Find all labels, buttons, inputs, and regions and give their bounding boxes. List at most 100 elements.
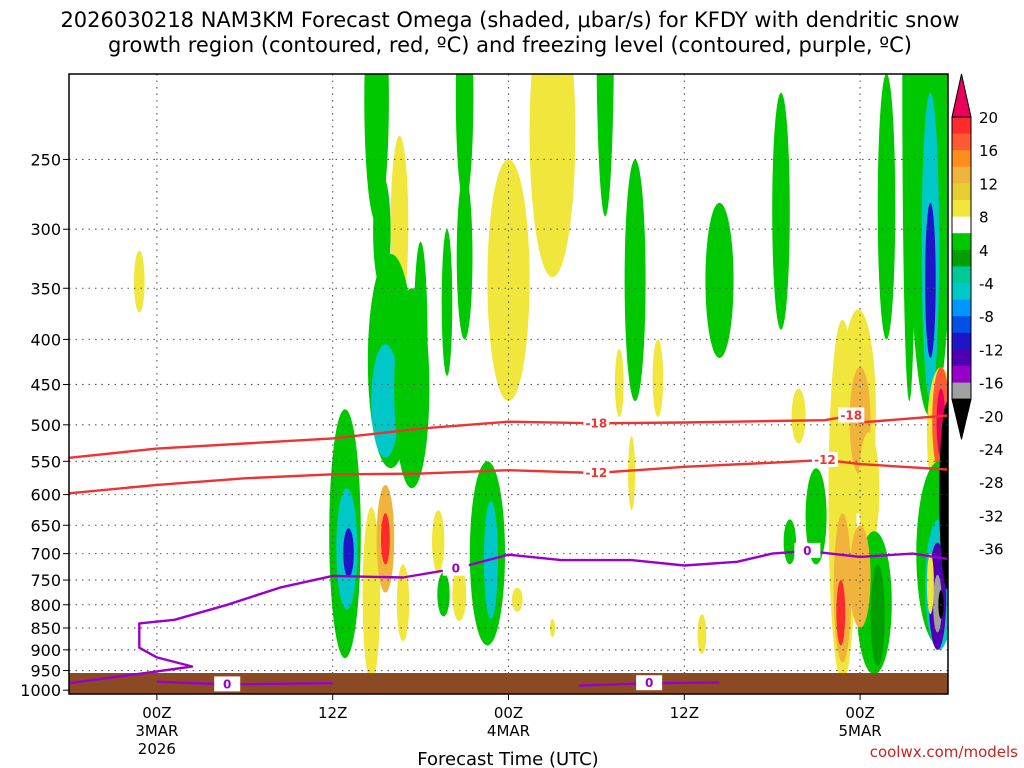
x-tick-label-0-0: 00Z bbox=[142, 704, 171, 722]
colorbar-segment-6 bbox=[952, 200, 971, 218]
contour-layer: -18 -18 -12 -12 0 0 0 0 bbox=[69, 407, 948, 692]
dgz-minus12-label-1: -12 bbox=[814, 453, 836, 467]
x-axis-label: Forecast Time (UTC) bbox=[417, 749, 598, 768]
omega-blob-27 bbox=[614, 348, 624, 418]
omega-blob-14 bbox=[413, 241, 428, 448]
y-tick-label-300: 300 bbox=[30, 220, 61, 239]
omega-blob-12 bbox=[381, 513, 390, 565]
y-tick-label-450: 450 bbox=[30, 375, 61, 394]
freezing-level-lower2-label-0: 0 bbox=[645, 676, 653, 690]
omega-blob-25 bbox=[596, 74, 614, 217]
y-tick-label-800: 800 bbox=[30, 596, 61, 615]
colorbar-segment-3 bbox=[952, 150, 971, 168]
omega-blob-13 bbox=[396, 564, 410, 642]
credit-text: coolwx.com/models bbox=[870, 743, 1018, 761]
freezing-level-upper-label-1: 0 bbox=[803, 544, 811, 558]
colorbar-label-8: -16 bbox=[979, 375, 1004, 393]
colorbar-label-12: -32 bbox=[979, 507, 1004, 525]
freezing-level-lower-label-bg-0 bbox=[214, 676, 241, 692]
colorbar-segment-12 bbox=[952, 299, 971, 317]
omega-blob-46 bbox=[849, 525, 871, 628]
omega-blob-15 bbox=[441, 229, 453, 376]
omega-blob-17 bbox=[456, 174, 473, 340]
colorbar-label-0: 20 bbox=[979, 109, 998, 127]
colorbar-label-1: 16 bbox=[979, 142, 998, 160]
omega-blob-5 bbox=[371, 344, 400, 458]
omega-blob-10 bbox=[362, 507, 381, 683]
colorbar-label-7: -12 bbox=[979, 341, 1004, 359]
colorbar-segment-11 bbox=[952, 283, 971, 301]
colorbar: 20 16 12 8 4 -4 -8 -12 -16 -20 -24 -28 -32 -36 bbox=[951, 73, 1004, 559]
colorbar-label-13: -36 bbox=[979, 541, 1004, 559]
y-tick-label-750: 750 bbox=[30, 571, 61, 590]
dgz-minus18-label-bg-1 bbox=[838, 407, 865, 423]
omega-blob-9 bbox=[343, 528, 354, 578]
x-tick-label-0-1: 3MAR bbox=[135, 722, 178, 740]
omega-blob-48 bbox=[877, 74, 896, 340]
omega-blob-28 bbox=[628, 436, 636, 511]
omega-blob-23 bbox=[487, 159, 530, 402]
colorbar-segment-16 bbox=[952, 366, 971, 384]
colorbar-segment-15 bbox=[952, 349, 971, 367]
x-tick-label-10-0: 12Z bbox=[318, 704, 347, 722]
colorbar-label-5: -4 bbox=[979, 275, 994, 293]
omega-blob-59 bbox=[933, 574, 942, 633]
colorbar-segment-2 bbox=[952, 133, 971, 151]
colorbar-segment-13 bbox=[952, 316, 971, 334]
freezing-level-lower2-label-bg-0 bbox=[636, 675, 663, 691]
chart-title-line-1: 2026030218 NAM3KM Forecast Omega (shaded… bbox=[60, 8, 959, 32]
dgz-minus12-label-bg-1 bbox=[811, 451, 838, 467]
omega-blob-37 bbox=[697, 614, 707, 654]
omega-blob-61 bbox=[939, 401, 948, 591]
colorbar-segment-9 bbox=[952, 249, 971, 267]
colorbar-segment-7 bbox=[952, 216, 971, 234]
x-tick-label-30-0: 12Z bbox=[670, 704, 699, 722]
x-tick-label-20-1: 4MAR bbox=[487, 722, 530, 740]
colorbar-label-4: 4 bbox=[979, 242, 989, 260]
colorbar-bottom-arrow bbox=[951, 398, 972, 440]
colorbar-label-2: 12 bbox=[979, 175, 998, 193]
dgz-minus12-label-bg-0 bbox=[583, 464, 610, 480]
freezing-level-upper-line bbox=[69, 549, 948, 685]
dgz-minus18-label-1: -18 bbox=[840, 409, 862, 423]
omega-blob-62 bbox=[926, 553, 934, 615]
y-tick-label-900: 900 bbox=[30, 641, 61, 660]
colorbar-label-10: -24 bbox=[979, 441, 1004, 459]
colorbar-top-arrow bbox=[951, 73, 972, 118]
omega-shading-layer bbox=[134, 74, 948, 683]
omega-blob-44 bbox=[858, 432, 880, 549]
omega-blob-26 bbox=[624, 159, 646, 402]
omega-blob-0 bbox=[134, 250, 145, 313]
dgz-minus18-label-0: -18 bbox=[586, 416, 608, 430]
freezing-level-lower-label-0: 0 bbox=[223, 677, 231, 691]
y-tick-label-650: 650 bbox=[30, 516, 61, 535]
x-tick-label-0-2: 2026 bbox=[138, 740, 176, 758]
omega-blob-34 bbox=[791, 388, 806, 444]
omega-blob-31 bbox=[549, 618, 556, 637]
freezing-level-upper-label-0: 0 bbox=[452, 562, 460, 576]
colorbar-label-9: -20 bbox=[979, 408, 1004, 426]
y-tick-label-1000: 1000 bbox=[20, 681, 61, 700]
omega-blob-22 bbox=[437, 572, 450, 617]
colorbar-label-6: -8 bbox=[979, 308, 994, 326]
colorbar-segment-17 bbox=[952, 382, 971, 400]
chart-title-line-2: growth region (contoured, red, ºC) and f… bbox=[108, 33, 912, 57]
y-tick-label-250: 250 bbox=[30, 150, 61, 169]
colorbar-segment-10 bbox=[952, 266, 971, 284]
colorbar-segment-8 bbox=[952, 233, 971, 251]
omega-blob-21 bbox=[452, 567, 467, 622]
y-tick-label-400: 400 bbox=[30, 330, 61, 349]
y-tick-label-500: 500 bbox=[30, 416, 61, 435]
omega-blob-35 bbox=[805, 468, 827, 565]
omega-blob-47 bbox=[870, 564, 885, 667]
omega-blob-30 bbox=[512, 587, 523, 612]
freezing-level-upper-label-bg-0 bbox=[442, 560, 469, 576]
y-tick-label-950: 950 bbox=[30, 662, 61, 681]
freezing-level-upper-label-bg-1 bbox=[794, 542, 821, 558]
y-tick-label-350: 350 bbox=[30, 279, 61, 298]
omega-blob-36 bbox=[783, 519, 796, 565]
dgz-minus18-label-bg-0 bbox=[583, 415, 610, 431]
colorbar-segment-4 bbox=[952, 166, 971, 184]
